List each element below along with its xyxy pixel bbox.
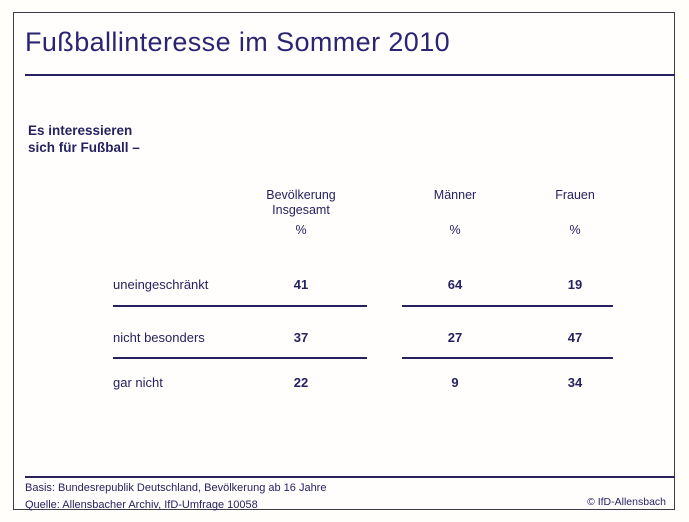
value-uneingeschraenkt-frauen: 19 (567, 277, 583, 292)
value-nicht-besonders-bevoelkerung: 37 (293, 330, 309, 345)
column-header-maenner: Männer (433, 188, 477, 202)
column-header-bevoelkerung-line2: Insgesamt (272, 202, 330, 217)
footer-quelle: Quelle: Allensbacher Archiv, IfD-Umfrage… (25, 499, 258, 511)
intro-text: Es interessieren sich für Fußball – (28, 122, 140, 156)
value-gar-nicht-frauen: 34 (567, 375, 583, 390)
row-separator-2-left (113, 357, 367, 359)
column-header-bevoelkerung: Bevölkerung Insgesamt (240, 188, 362, 217)
value-uneingeschraenkt-bevoelkerung: 41 (293, 277, 309, 292)
intro-line-2: sich für Fußball – (28, 140, 140, 155)
row-label-nicht-besonders: nicht besonders (113, 330, 205, 345)
column-header-frauen: Frauen (555, 188, 595, 202)
row-label-uneingeschraenkt: uneingeschränkt (113, 277, 209, 292)
percent-sign-col2: % (449, 223, 461, 237)
row-separator-2-right (402, 357, 613, 359)
footer-basis: Basis: Bundesrepublik Deutschland, Bevöl… (25, 482, 327, 494)
value-nicht-besonders-frauen: 47 (567, 330, 583, 345)
row-label-gar-nicht: gar nicht (113, 375, 163, 390)
percent-sign-col3: % (569, 223, 581, 237)
row-separator-1-right (402, 305, 613, 307)
value-gar-nicht-bevoelkerung: 22 (293, 375, 309, 390)
value-nicht-besonders-maenner: 27 (447, 330, 463, 345)
percent-sign-col1: % (295, 223, 307, 237)
value-uneingeschraenkt-maenner: 64 (447, 277, 463, 292)
column-header-bevoelkerung-line1: Bevölkerung (266, 188, 336, 202)
footer-rule (25, 476, 675, 478)
intro-line-1: Es interessieren (28, 123, 133, 138)
value-gar-nicht-maenner: 9 (451, 375, 459, 390)
title-rule (25, 74, 675, 76)
footer-copyright: © IfD-Allensbach (587, 496, 666, 508)
page-title: Fußballinteresse im Sommer 2010 (25, 27, 451, 57)
row-separator-1-left (113, 305, 367, 307)
slide-frame (13, 12, 675, 510)
